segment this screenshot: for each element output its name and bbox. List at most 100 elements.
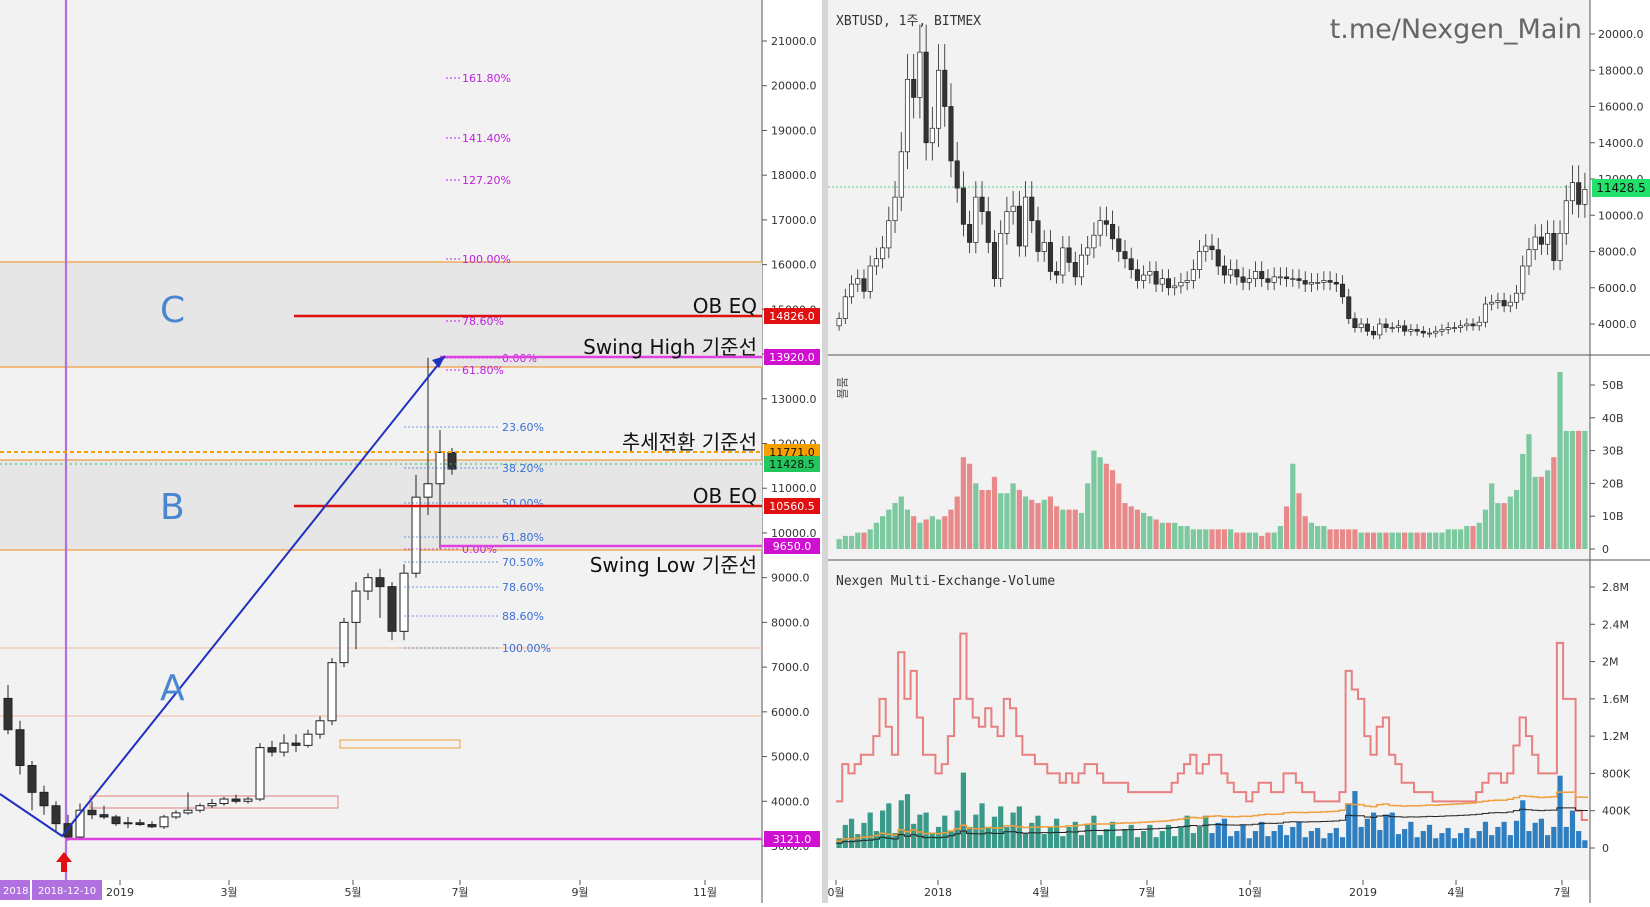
mev-bar [1315,827,1321,848]
left-price-label: 17000.0 [771,214,817,227]
volume-bar [1501,503,1507,549]
mev-bar [1414,837,1420,848]
volume-bar [1283,506,1290,549]
volume-bar [1389,532,1395,549]
right-price-label: 14000.0 [1598,137,1644,150]
volume-bar [1109,470,1116,549]
volume-bar [985,489,991,549]
order-block-upper [339,739,461,749]
impulse-move-line [0,355,446,838]
zone-label-b: B [160,487,185,528]
watermark-text: t.me/Nexgen_Main [1330,14,1582,45]
right-candle-body [1302,280,1308,285]
volume-bar [1544,470,1551,549]
right-candle-body [1414,329,1420,332]
volume-bar [1520,453,1526,549]
fib-upper-label: 78.60% [462,315,504,328]
right-time-label: 0월 [827,886,844,899]
mev-bar [1364,818,1370,848]
price-badge [764,456,820,472]
right-candle-body [1445,327,1451,330]
annotation-swing-low: Swing Low 기준선 [590,553,757,577]
left-price-label: 7000.0 [771,661,810,674]
right-candle-body [1408,329,1414,332]
mev-bar [1134,837,1141,848]
mev-bar [1339,837,1346,848]
mev-bar [1482,821,1489,848]
mev-bar [1420,831,1426,848]
volume-bar [1147,516,1153,549]
mev-bar [1358,826,1364,848]
mev-bar [1035,815,1041,848]
mev-bar [892,833,898,848]
right-candle-body [1526,249,1532,267]
volume-bar [1582,430,1588,549]
fib-upper-label: 161.80% [462,72,511,85]
right-candle-body [1085,247,1091,256]
right-candle-body [1464,323,1470,327]
right-candle-body [1184,280,1190,283]
mev-series-orange [836,791,1588,842]
zone-label-a: A [160,668,185,709]
volume-bar [1072,509,1078,549]
volume-bar [991,476,998,549]
mev-bar [1464,827,1470,848]
mev-bar [1221,818,1228,848]
mev-bar [1029,822,1035,848]
right-candle-body [1147,271,1153,276]
right-candle-body [1110,223,1116,240]
mev-bar [1563,826,1569,848]
left-price-label: 19000.0 [771,124,817,137]
left-candle-body [243,798,253,802]
volume-bar [1184,526,1190,549]
volume-bar [1507,496,1513,549]
left-plot-bg [0,0,762,880]
volume-bar [1209,529,1215,549]
mev-bar [1184,815,1190,848]
volume-bar [1085,483,1091,549]
right-candle-body [991,242,998,280]
right-candle-body [1377,323,1383,336]
volume-title: 볼륨 [835,377,849,399]
right-candle-body [898,151,904,198]
right-time-label: 7월 [1138,886,1155,899]
volume-bar [1576,430,1582,549]
mev-bar [1433,838,1439,848]
left-candle-body [315,720,325,735]
mev-bar [1122,828,1128,848]
right-price-label: 6000.0 [1598,282,1637,295]
mev-bar [1451,838,1457,848]
right-candle-body [1103,220,1109,225]
price-badge [764,498,820,514]
volume-bar [1159,522,1165,549]
right-candle-body [855,278,861,285]
mev-bar [929,833,935,848]
right-time-label: 10월 [1238,886,1262,899]
mev-bar [1116,836,1122,848]
mev-bar [1290,826,1296,848]
right-candle-body [1122,251,1128,260]
price-badge-text: 14826.0 [769,310,815,323]
volume-bar [1240,532,1246,549]
mev-bar [1246,838,1252,848]
volume-bar [1346,529,1352,549]
left-candle-body [375,577,385,588]
left-price-label: 6000.0 [771,706,810,719]
right-candle-body [1284,276,1290,280]
right-candle-body [1010,205,1016,212]
mev-bar [991,816,998,848]
mev-bar [1532,822,1538,848]
mev-bar [1370,812,1377,848]
volume-bar [848,535,855,549]
right-candle-body [1165,278,1172,289]
mev-bar [1569,810,1576,848]
mev-bar [1072,821,1078,848]
left-candle-body [171,812,181,818]
volume-bar [1252,532,1259,549]
left-price-label: 13000.0 [771,393,817,406]
right-price-label: 4000.0 [1598,318,1637,331]
time-label: 7월 [451,886,468,899]
volume-bar [1172,522,1178,549]
mev-tick-label: 800K [1602,767,1631,780]
